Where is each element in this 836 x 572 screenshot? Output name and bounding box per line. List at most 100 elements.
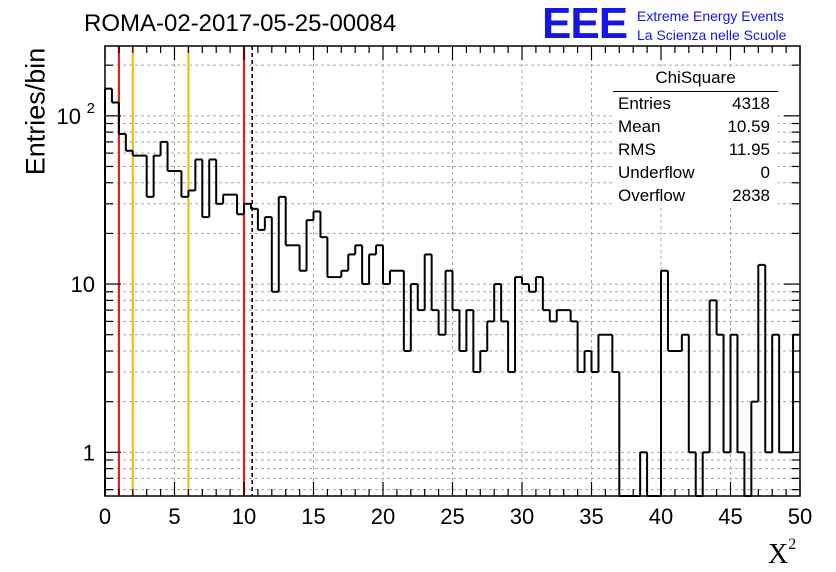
histogram-bin <box>771 333 780 453</box>
histogram-bin <box>305 219 314 271</box>
x-tick-label: 20 <box>371 504 395 529</box>
histogram-bin <box>277 195 286 292</box>
histogram-bin <box>444 269 453 335</box>
histogram-bin <box>416 284 425 312</box>
stats-box: ChiSquare Entries 4318 Mean 10.59 RMS 11… <box>613 67 778 207</box>
histogram-bin <box>583 350 592 373</box>
logo-line-2: La Scienza nelle Scuole <box>637 27 787 43</box>
histogram-bin <box>166 141 175 172</box>
histogram-bin <box>347 253 356 271</box>
histogram-bin <box>660 269 668 496</box>
histogram-bin <box>263 216 272 230</box>
stats-value: 11.95 <box>728 140 770 159</box>
histogram-bin <box>618 372 627 497</box>
histogram-bin <box>458 310 467 353</box>
histogram-bin <box>687 334 696 454</box>
histogram-bin <box>159 140 168 156</box>
stats-label: Underflow <box>618 163 695 182</box>
histogram-bin <box>236 194 244 216</box>
histogram-bin <box>208 158 217 218</box>
histogram-bin <box>340 269 349 278</box>
histogram-bin <box>722 334 731 454</box>
histogram-bin <box>249 203 258 210</box>
stats-row-mean: Mean 10.59 <box>613 115 778 138</box>
stats-row-entries: Entries 4318 <box>613 92 778 115</box>
histogram-bin <box>243 202 251 215</box>
stats-label: Mean <box>618 117 661 136</box>
histogram-bin <box>382 245 390 286</box>
x-tick-label: 15 <box>301 504 325 529</box>
histogram-bin <box>507 321 516 374</box>
histogram-bin <box>764 264 773 454</box>
histogram-bin <box>298 245 307 272</box>
x-tick-label: 10 <box>232 504 256 529</box>
histogram-bin <box>256 208 265 231</box>
histogram-bin <box>354 244 363 255</box>
histogram-bin <box>361 245 370 286</box>
eee-logo: EEE Extreme Energy Events La Scienza nel… <box>542 0 832 48</box>
histogram-bin <box>368 253 377 285</box>
histogram-bin <box>521 277 529 286</box>
logo-line-1: Extreme Energy Events <box>637 8 785 24</box>
histogram-bin <box>534 276 543 292</box>
stats-label: Overflow <box>618 186 686 205</box>
stats-row-rms: RMS 11.95 <box>613 138 778 161</box>
x-tick-label: 45 <box>718 504 742 529</box>
histogram-bin <box>284 196 293 247</box>
histogram-bin <box>451 270 460 312</box>
y-tick-label: 10 <box>71 272 95 297</box>
histogram-bin <box>493 283 502 322</box>
histogram-bin <box>555 309 564 322</box>
histogram-bin <box>312 210 321 221</box>
histogram-bin <box>541 277 550 312</box>
x-tick-label: 40 <box>649 504 673 529</box>
histogram-bin <box>639 451 648 496</box>
eee-logo-mark: EEE <box>542 0 628 48</box>
stats-value: 2838 <box>732 186 770 205</box>
y-tick-label: 10 <box>57 104 81 129</box>
histogram-bin <box>701 451 710 496</box>
x-tick-label: 30 <box>510 504 534 529</box>
histogram-bin <box>778 334 787 454</box>
y-tick-label: 1 <box>83 440 95 465</box>
histogram-bin <box>180 170 189 198</box>
histogram-bin <box>215 159 224 205</box>
stats-row-underflow: Underflow 0 <box>613 161 778 184</box>
histogram-bin <box>388 269 397 285</box>
histogram-bin <box>423 253 432 311</box>
histogram-bin <box>576 321 585 374</box>
histogram-bin <box>326 237 335 279</box>
x-axis-label-text: X <box>768 539 789 570</box>
histogram-bin <box>548 310 557 323</box>
histogram-bin <box>145 155 154 198</box>
histogram-bin <box>792 333 800 453</box>
histogram-bin <box>187 189 196 197</box>
histogram-bin <box>715 300 724 336</box>
histogram-bin <box>514 276 522 373</box>
stats-title: ChiSquare <box>613 67 778 92</box>
histogram-bin <box>194 158 203 191</box>
histogram-bin <box>757 263 766 402</box>
x-tick-label: 0 <box>99 504 111 529</box>
histogram-bin <box>708 299 717 453</box>
x-tick-label: 25 <box>440 504 464 529</box>
tick-labels: 0 5 10 15 20 25 30 35 40 45 50 1 10 10 2 <box>57 100 813 529</box>
histogram-bin <box>110 88 119 104</box>
histogram-bin <box>750 400 759 496</box>
stats-value: 4318 <box>732 94 770 113</box>
y-tick-label-exponent: 2 <box>87 100 95 117</box>
histogram-bin <box>611 334 620 374</box>
axes <box>104 45 801 497</box>
histogram-bin <box>124 133 133 152</box>
x-tick-label: 50 <box>788 504 812 529</box>
histogram-bin <box>736 334 745 454</box>
histogram-bin <box>437 310 446 336</box>
histogram-bin <box>319 211 328 239</box>
histogram-bin <box>569 310 578 323</box>
stats-row-overflow: Overflow 2838 <box>613 184 778 207</box>
histogram-bin <box>597 333 606 373</box>
x-axis-label-superscript: 2 <box>788 536 797 553</box>
stats-value: 10.59 <box>727 117 770 136</box>
histogram-bin <box>270 217 279 293</box>
